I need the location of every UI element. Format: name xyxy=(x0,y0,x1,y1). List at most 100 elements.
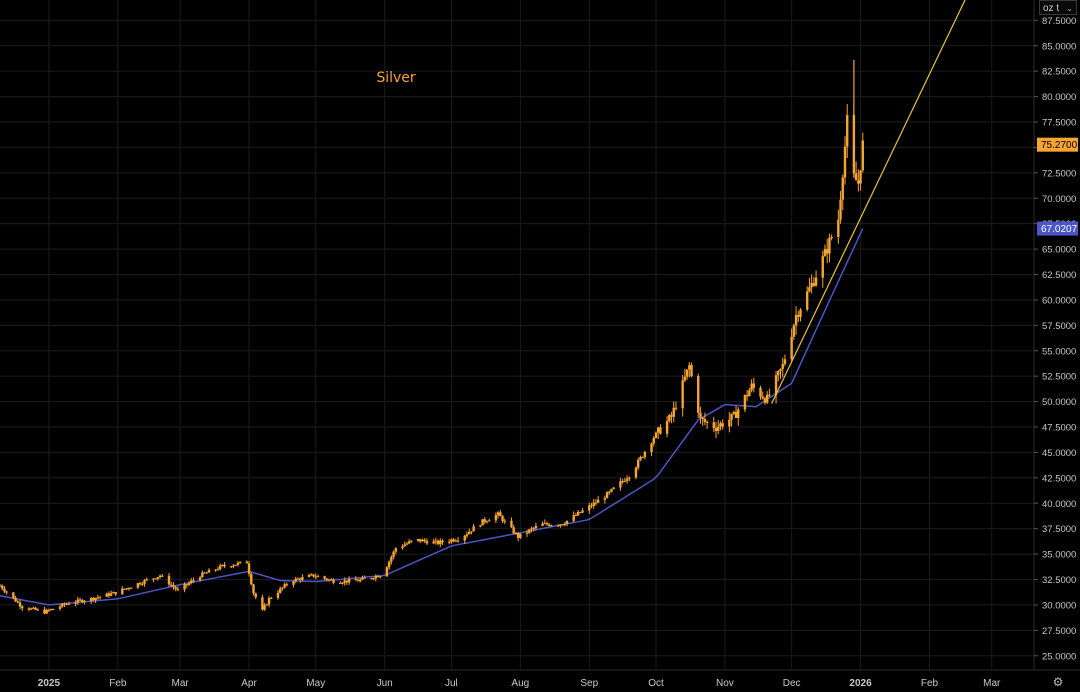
gear-icon[interactable]: ⚙ xyxy=(1052,675,1064,689)
candle-body xyxy=(621,481,624,483)
candle-body xyxy=(167,575,171,585)
candle-body xyxy=(843,146,847,178)
candle-body xyxy=(605,492,609,499)
candle-body xyxy=(732,412,736,414)
candle-body xyxy=(561,524,564,526)
candle-body xyxy=(74,602,77,604)
candle-body xyxy=(717,426,720,431)
x-tick-label: Mar xyxy=(171,678,189,689)
candle-body xyxy=(298,578,302,580)
candle-body xyxy=(826,249,829,254)
last-price-badge: 75.2700 xyxy=(1037,137,1078,152)
candle-body xyxy=(697,376,700,413)
y-tick-label: 45.0000 xyxy=(1042,448,1076,459)
y-tick-label: 50.0000 xyxy=(1042,397,1076,408)
candle-body xyxy=(634,467,638,478)
candle-body xyxy=(354,578,357,581)
candle-body xyxy=(639,457,642,460)
candle-body xyxy=(29,608,33,610)
candle-body xyxy=(690,365,693,377)
unit-label: oz t xyxy=(1043,3,1060,14)
candle-body xyxy=(281,587,284,589)
unit-dropdown[interactable]: oz t ⌄ xyxy=(1039,0,1077,15)
candle-body xyxy=(3,588,6,592)
candle-body xyxy=(628,477,631,479)
y-tick-label: 77.5000 xyxy=(1042,118,1076,129)
candle-body xyxy=(752,383,756,388)
candle-body xyxy=(185,584,188,586)
candle-body xyxy=(854,173,858,181)
candle-body xyxy=(701,417,704,420)
candle-body xyxy=(496,512,500,516)
candle-body xyxy=(579,511,582,513)
candle-body xyxy=(187,582,191,585)
candle-body xyxy=(743,395,747,410)
candle-body xyxy=(221,564,224,566)
time-axis: 2025 Feb Mar Apr May Jun Jul Aug Sep Oct Nov Dec 202… xyxy=(38,678,1001,689)
candle-body xyxy=(705,421,709,423)
x-tick-label: 2025 xyxy=(38,678,61,689)
y-tick-label: 70.0000 xyxy=(1042,194,1076,205)
candle-body xyxy=(641,457,644,459)
y-tick-label: 30.0000 xyxy=(1042,600,1076,611)
candle-body xyxy=(136,583,140,588)
candle-body xyxy=(270,597,273,599)
y-tick-label: 37.5000 xyxy=(1042,524,1076,535)
candle-body xyxy=(665,421,669,434)
candle-body xyxy=(790,336,793,360)
x-tick-label: Sep xyxy=(580,678,598,689)
candle-body xyxy=(285,584,289,586)
candle-body xyxy=(737,409,740,418)
candle-body xyxy=(734,412,738,418)
candle-body xyxy=(805,291,809,310)
candle-body xyxy=(548,524,551,526)
candle-body xyxy=(174,587,177,590)
candle-body xyxy=(201,572,204,578)
candle-body xyxy=(488,520,491,522)
y-tick-label: 35.0000 xyxy=(1042,550,1076,561)
candle-body xyxy=(581,510,584,513)
candle-body xyxy=(112,592,115,594)
candle-body xyxy=(728,419,731,427)
candle-body xyxy=(18,602,22,607)
candle-body xyxy=(830,236,833,238)
candle-body xyxy=(125,588,128,590)
candle-body xyxy=(89,597,93,602)
candle-body xyxy=(325,578,329,580)
candle-body xyxy=(234,564,237,566)
y-tick-label: 72.5000 xyxy=(1042,168,1076,179)
y-tick-label: 25.0000 xyxy=(1042,651,1076,662)
chart-grid xyxy=(0,19,1034,657)
candle-body xyxy=(61,603,64,607)
moving-average-line xyxy=(0,228,864,606)
candle-body xyxy=(32,607,35,609)
moving-average-label: 67.0207 xyxy=(1041,224,1078,235)
candle-body xyxy=(123,588,126,590)
candle-body xyxy=(76,599,80,603)
price-candles xyxy=(0,59,864,615)
candle-body xyxy=(394,548,398,552)
moving-average-badge: 67.0207 xyxy=(1037,221,1078,236)
candle-body xyxy=(92,597,95,601)
x-tick-label: Nov xyxy=(716,678,734,689)
candle-body xyxy=(543,523,546,525)
candle-body xyxy=(674,407,678,409)
candle-body xyxy=(236,562,240,565)
candle-body xyxy=(105,593,108,597)
y-tick-label: 52.5000 xyxy=(1042,372,1076,383)
candle-body xyxy=(659,427,662,434)
candle-body xyxy=(218,565,222,570)
candle-body xyxy=(654,432,658,438)
candle-body xyxy=(714,428,718,431)
candle-body xyxy=(176,589,180,591)
candle-body xyxy=(841,177,844,200)
candle-body xyxy=(67,603,71,605)
candle-body xyxy=(261,597,264,610)
candle-body xyxy=(779,368,782,372)
candle-body xyxy=(592,502,595,507)
candle-body xyxy=(625,478,629,481)
chevron-down-icon: ⌄ xyxy=(1066,4,1073,13)
candle-body xyxy=(576,511,580,516)
candle-body xyxy=(777,371,780,376)
